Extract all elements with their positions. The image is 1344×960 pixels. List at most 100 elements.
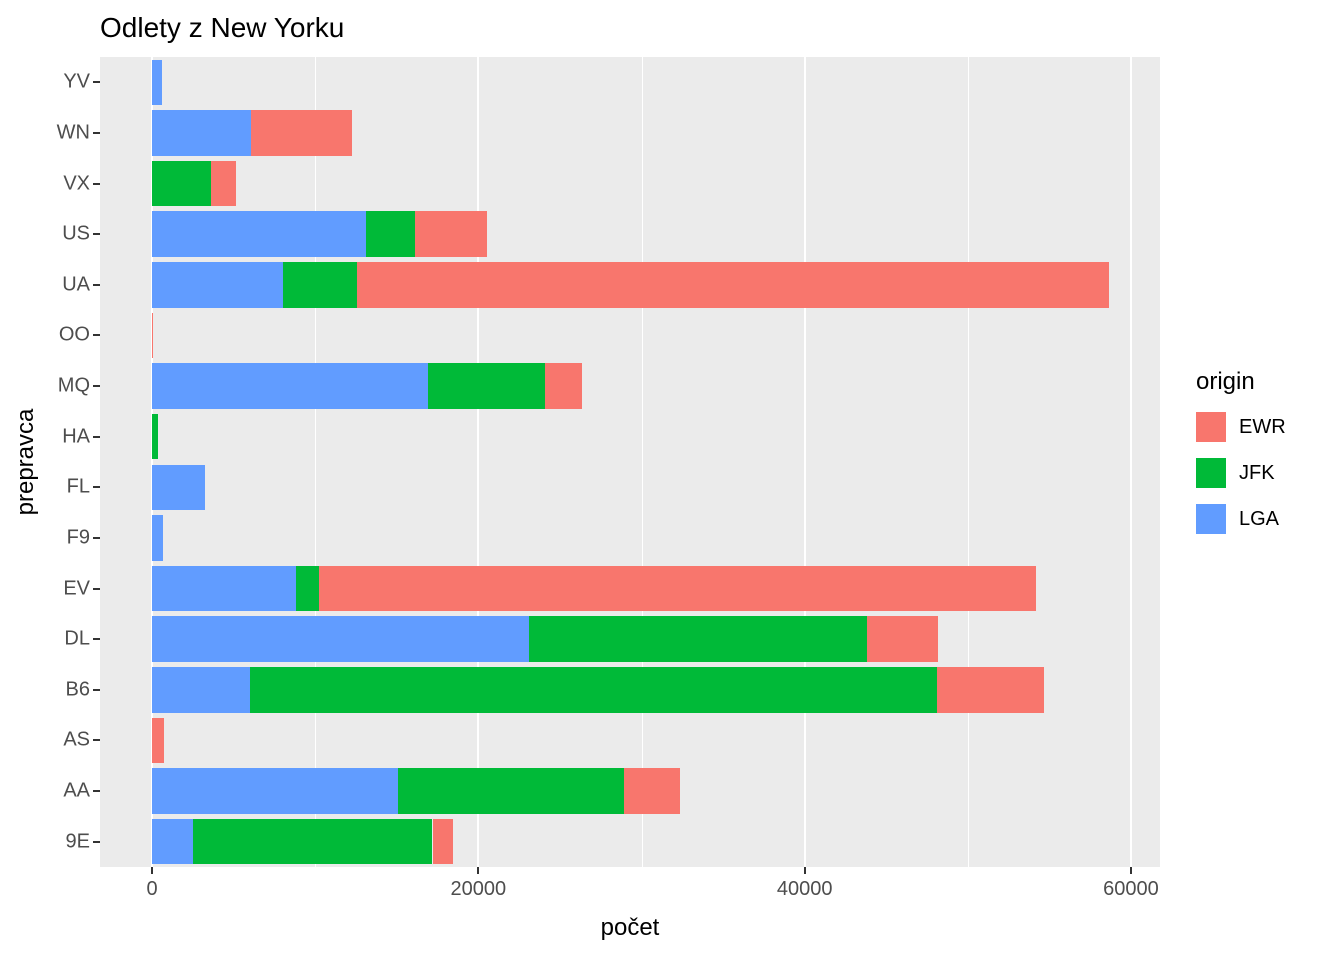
bar-row-VX <box>100 158 1160 209</box>
bar-FL-LGA <box>152 464 206 511</box>
bar-row-US <box>100 209 1160 260</box>
bar-AA-EWR <box>623 768 681 814</box>
y-tick-mark <box>93 739 100 742</box>
legend-swatch-LGA <box>1196 504 1226 534</box>
y-tick-label-AS: AS <box>63 728 90 751</box>
y-tick-mark <box>93 233 100 236</box>
gridline-major <box>803 57 806 867</box>
bar-row-AS <box>100 715 1160 766</box>
bar-US-EWR <box>414 211 487 257</box>
bar-row-UA <box>100 260 1160 311</box>
y-tick-label-B6: B6 <box>65 678 90 701</box>
bar-UA-LGA <box>152 262 284 308</box>
bar-UA-JFK <box>283 262 358 308</box>
bar-9E-EWR <box>432 818 454 865</box>
y-tick-label-EV: EV <box>63 577 90 600</box>
y-tick-mark <box>93 182 100 185</box>
bar-UA-EWR <box>357 262 1110 308</box>
y-tick-mark <box>93 81 100 84</box>
bar-MQ-JFK <box>427 363 546 409</box>
bar-F9-LGA <box>152 515 164 561</box>
legend-label-EWR: EWR <box>1239 415 1286 438</box>
y-tick-label-MQ: MQ <box>57 374 90 397</box>
y-axis-ticks <box>93 57 100 867</box>
bar-EV-LGA <box>152 565 296 612</box>
legend-items: EWR JFK LGA <box>1196 412 1286 534</box>
legend-swatch-JFK <box>1196 458 1226 488</box>
bar-EV-EWR <box>318 565 1036 612</box>
bar-row-DL <box>100 614 1160 665</box>
bar-MQ-LGA <box>152 363 428 409</box>
y-axis-labels: YV WN VX US UA OO MQ HA FL F9 EV DL B6 AS AA 9E <box>0 57 90 867</box>
gridline-minor <box>967 57 969 867</box>
y-tick-label-F9: F9 <box>66 526 90 549</box>
x-tick-mark <box>151 867 153 874</box>
legend-label-JFK: JFK <box>1239 461 1275 484</box>
y-tick-label-UA: UA <box>62 273 90 296</box>
bar-AA-LGA <box>152 768 399 814</box>
bar-row-YV <box>100 57 1160 108</box>
y-tick-mark <box>93 283 100 286</box>
gridline-major <box>1129 57 1132 867</box>
bar-row-F9 <box>100 513 1160 564</box>
bar-WN-LGA <box>152 110 252 156</box>
y-tick-mark <box>93 790 100 793</box>
x-tick-label-0: 0 <box>146 878 158 900</box>
bar-VX-JFK <box>152 160 211 207</box>
y-tick-mark <box>93 688 100 691</box>
x-tick-label-60000: 60000 <box>1103 878 1159 900</box>
bar-row-HA <box>100 411 1160 462</box>
bar-EV-JFK <box>296 565 319 612</box>
bar-row-B6 <box>100 665 1160 716</box>
y-tick-mark <box>93 840 100 843</box>
y-tick-label-US: US <box>62 222 90 245</box>
y-tick-label-VX: VX <box>63 172 90 195</box>
y-tick-mark <box>93 486 100 489</box>
bar-row-OO <box>100 310 1160 361</box>
y-tick-label-9E: 9E <box>65 830 90 853</box>
legend-swatch-EWR <box>1196 412 1226 442</box>
legend-title: origin <box>1196 368 1255 395</box>
bar-B6-EWR <box>936 667 1044 713</box>
bar-row-AA <box>100 766 1160 817</box>
bar-9E-JFK <box>193 818 433 865</box>
bar-YV-LGA <box>152 59 162 106</box>
bar-AS-EWR <box>152 717 164 764</box>
bar-WN-EWR <box>251 110 353 156</box>
y-tick-label-OO: OO <box>58 323 90 346</box>
bar-row-FL <box>100 462 1160 513</box>
bar-HA-JFK <box>152 413 158 460</box>
bar-US-LGA <box>152 211 366 257</box>
y-tick-mark <box>93 385 100 388</box>
bar-MQ-EWR <box>545 363 583 409</box>
bar-DL-JFK <box>528 616 867 662</box>
bar-DL-EWR <box>866 616 938 662</box>
bar-row-MQ <box>100 361 1160 412</box>
plot-panel <box>100 57 1160 867</box>
bar-row-WN <box>100 108 1160 159</box>
x-axis-title: počet <box>600 914 660 941</box>
x-tick-mark <box>1129 867 1132 874</box>
bar-DL-LGA <box>152 616 529 662</box>
bar-B6-LGA <box>152 667 250 713</box>
x-tick-label-20000: 20000 <box>450 878 507 900</box>
x-tick-mark <box>803 867 806 874</box>
legend: origin EWR JFK LGA <box>1196 368 1286 550</box>
x-axis-labels: 0 20000 40000 60000 <box>100 878 1160 904</box>
bar-B6-JFK <box>249 667 937 713</box>
y-tick-mark <box>93 334 100 337</box>
legend-label-LGA: LGA <box>1239 507 1280 530</box>
y-tick-mark <box>93 587 100 590</box>
legend-item-LGA: LGA <box>1196 504 1286 534</box>
y-tick-mark <box>93 638 100 641</box>
y-tick-label-DL: DL <box>64 627 90 650</box>
bar-9E-LGA <box>152 818 194 865</box>
legend-item-JFK: JFK <box>1196 458 1286 488</box>
y-tick-label-YV: YV <box>63 70 90 93</box>
bar-row-EV <box>100 563 1160 614</box>
y-tick-label-AA: AA <box>63 779 90 802</box>
gridline-major <box>151 57 153 867</box>
bar-AA-JFK <box>398 768 624 814</box>
y-tick-mark <box>93 435 100 438</box>
x-axis-ticks <box>100 867 1160 874</box>
